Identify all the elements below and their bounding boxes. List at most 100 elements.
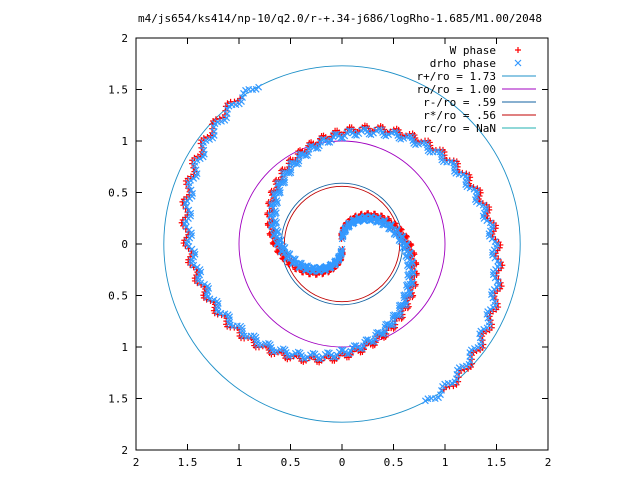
data-point-1038: [286, 250, 294, 258]
data-point-957: [240, 89, 247, 97]
data-point-862: [238, 327, 246, 335]
data-point-895: [188, 259, 195, 267]
reference-circle-0: [163, 65, 521, 423]
data-point-1057: [271, 230, 279, 237]
data-point-674: [354, 217, 362, 225]
data-point-717: [390, 230, 398, 238]
x-tick-label-5: 0.5: [384, 456, 404, 469]
data-point-1252: [483, 324, 491, 332]
data-point-1278: [437, 391, 444, 399]
y-tick-label-4: 0: [121, 238, 128, 251]
legend-label-6: rc/ro = NaN: [423, 122, 496, 135]
data-point-1242: [489, 294, 497, 302]
data-point-79: [398, 226, 405, 233]
data-point-780: [389, 311, 397, 319]
data-point-310: [212, 116, 219, 123]
data-point-1235: [491, 274, 499, 282]
data-point-914: [185, 206, 193, 214]
data-point-844: [276, 346, 284, 354]
y-tick-label-5: 0.5: [108, 187, 128, 200]
data-point-1094: [281, 179, 289, 186]
reference-circle-2: [280, 182, 404, 306]
data-point-825: [316, 355, 324, 363]
data-point-1107: [293, 160, 301, 168]
y-tick-label-7: 1.5: [108, 84, 128, 97]
data-point-1010: [310, 263, 318, 271]
data-point-400: [279, 255, 286, 262]
data-point-787: [382, 320, 390, 328]
reference-circle-1: [238, 140, 446, 348]
data-point-807: [352, 342, 360, 350]
data-point-1233: [489, 268, 497, 276]
data-point-1101: [287, 169, 295, 177]
legend-label-3: ro/ro = 1.00: [417, 83, 496, 96]
data-point-1125: [318, 136, 326, 144]
data-point-773: [395, 302, 403, 309]
data-point-1002: [316, 264, 324, 272]
data-point-851: [261, 340, 269, 348]
data-point-955: [238, 98, 245, 106]
data-point-766: [400, 292, 408, 299]
data-point-920: [189, 190, 197, 197]
data-point-1146: [360, 125, 368, 133]
legend-label-1: drho phase: [430, 57, 496, 70]
axis-ticks: 2 1.5 1 0.5 0 0.5 1 1.5 221.510.500.511.52: [108, 32, 551, 469]
legend-marker-1: [514, 59, 522, 67]
data-point-912: [187, 212, 195, 220]
y-tick-label-6: 1: [121, 135, 128, 148]
data-point-804: [358, 344, 366, 352]
y-tick-label-2: 1: [121, 341, 128, 354]
data-point-1200: [466, 184, 474, 192]
data-point-1064: [269, 220, 277, 228]
data-point-886: [201, 280, 208, 288]
x-tick-label-1: 1.5: [178, 456, 198, 469]
legend-label-2: r+/ro = 1.73: [417, 70, 496, 83]
legend-label-0: W phase: [450, 44, 496, 57]
data-point-1165: [400, 134, 408, 142]
data-point-1105: [288, 159, 296, 167]
data-point-784: [388, 321, 396, 329]
data-point-1142: [351, 131, 359, 139]
reference-circle-3: [283, 185, 401, 303]
data-point-289: [184, 175, 191, 182]
y-tick-label-8: 2: [121, 32, 128, 45]
data-point-809: [349, 344, 356, 352]
data-point-610: [493, 306, 500, 313]
legend-label-5: r*/ro = .56: [423, 109, 496, 122]
data-point-759: [402, 281, 410, 289]
data-point-995: [322, 263, 330, 271]
data-point-1276: [439, 382, 446, 390]
data-point-898: [191, 250, 199, 258]
x-tick-label-2: 1: [236, 456, 243, 469]
data-point-924: [187, 176, 194, 184]
data-point-1135: [337, 134, 345, 142]
data-point-1216: [489, 221, 496, 229]
data-point-811: [345, 350, 353, 358]
data-point-631: [465, 365, 472, 372]
data-point-1073: [272, 209, 280, 217]
data-point-1283: [421, 397, 429, 405]
data-point-913: [187, 209, 195, 217]
chart-title: m4/js654/ks414/np-10/q2.0/r-+.34-j686/lo…: [138, 12, 542, 25]
data-point-1158: [385, 131, 393, 139]
data-point-86: [403, 233, 410, 240]
x-tick-label-4: 0: [339, 456, 346, 469]
y-tick-label-3: 0.5: [108, 290, 128, 303]
x-tick-label-3: 0.5: [281, 456, 301, 469]
data-point-962: [255, 83, 263, 91]
data-point-1241: [487, 291, 495, 298]
data-point-407: [274, 248, 281, 255]
data-point-254: [191, 275, 198, 282]
data-point-821: [325, 349, 333, 357]
data-point-1139: [345, 127, 353, 135]
data-point-1108: [294, 160, 302, 168]
data-point-931: [193, 156, 201, 164]
x-tick-label-6: 1: [442, 456, 449, 469]
data-point-888: [194, 277, 202, 285]
data-point-814: [339, 346, 347, 354]
phase-points: [178, 83, 506, 405]
legend-label-4: r-/ro = .59: [423, 96, 496, 109]
data-point-893: [193, 263, 201, 271]
data-point-1234: [489, 271, 497, 279]
data-point-1183: [438, 153, 446, 161]
